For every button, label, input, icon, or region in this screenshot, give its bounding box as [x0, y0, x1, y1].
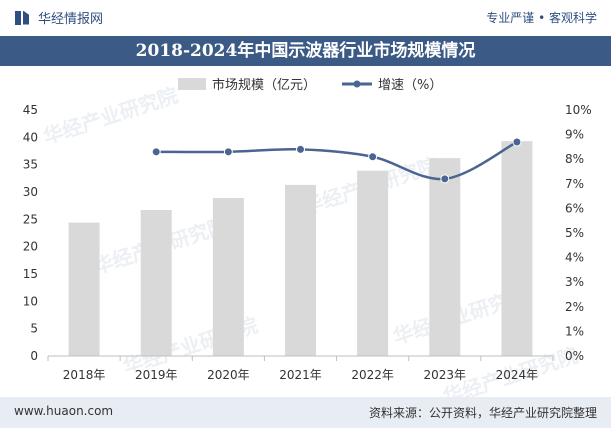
- top-bar: 华经情报网 专业严谨 • 客观科学: [0, 0, 611, 36]
- bar: [212, 198, 244, 356]
- bar: [501, 141, 533, 356]
- growth-point: [151, 147, 161, 157]
- y-right-tick-label: 7%: [565, 177, 584, 191]
- footer: www.huaon.com 资料来源：公开资料，华经产业研究院整理: [0, 397, 611, 428]
- bar: [140, 210, 172, 356]
- legend-bar-swatch: [178, 78, 206, 90]
- y-right-tick-label: 2%: [565, 300, 584, 314]
- y-left-tick-label: 0: [30, 349, 38, 363]
- x-tick-label: 2021年: [279, 368, 322, 382]
- bar: [357, 170, 389, 356]
- y-left-tick-label: 45: [23, 103, 38, 117]
- source-note: 资料来源：公开资料，华经产业研究院整理: [368, 406, 597, 420]
- legend-bar-label: 市场规模（亿元）: [212, 77, 316, 93]
- title-bar: 2018-2024年中国示波器行业市场规模情况: [0, 36, 611, 66]
- x-tick-label: 2023年: [424, 368, 467, 382]
- x-tick-label: 2022年: [351, 368, 394, 382]
- brand-name: 华经情报网: [38, 12, 104, 27]
- growth-point: [223, 147, 233, 157]
- x-tick-label: 2018年: [63, 368, 106, 382]
- bar: [68, 222, 100, 356]
- y-right-tick-label: 10%: [565, 103, 592, 117]
- bar: [429, 158, 461, 356]
- growth-point: [296, 144, 305, 154]
- growth-point: [368, 152, 378, 162]
- y-right-tick-label: 6%: [565, 201, 584, 215]
- y-left-tick-label: 40: [23, 130, 38, 144]
- y-right-tick-label: 4%: [565, 251, 584, 265]
- y-right-tick-label: 0%: [565, 349, 584, 363]
- slogan: 专业严谨 • 客观科学: [486, 11, 597, 25]
- y-right-tick-label: 5%: [565, 226, 584, 240]
- y-left-tick-label: 35: [23, 158, 38, 172]
- growth-line: [156, 140, 518, 181]
- x-tick-label: 2020年: [207, 368, 250, 382]
- x-tick-label: 2024年: [496, 368, 539, 382]
- y-right-tick-label: 3%: [565, 275, 584, 289]
- legend-line-label: 增速（%）: [378, 78, 442, 93]
- bar: [285, 184, 316, 356]
- brand-logo-icon: [14, 9, 32, 27]
- y-left-tick-label: 20: [23, 240, 38, 254]
- y-right-tick-label: 8%: [565, 152, 584, 166]
- y-left-tick-label: 10: [23, 294, 38, 308]
- website: www.huaon.com: [14, 404, 114, 418]
- growth-point: [512, 137, 522, 147]
- y-left-tick-label: 5: [30, 322, 38, 336]
- y-left-tick-label: 25: [23, 212, 38, 226]
- y-left-tick-label: 15: [23, 267, 38, 281]
- x-tick-label: 2019年: [135, 368, 178, 382]
- y-right-tick-label: 1%: [565, 324, 584, 338]
- chart-title: 2018-2024年中国示波器行业市场规模情况: [135, 41, 476, 61]
- legend-line-marker: [353, 80, 361, 88]
- growth-point: [440, 174, 450, 184]
- y-right-tick-label: 9%: [565, 128, 584, 142]
- y-left-tick-label: 30: [23, 185, 38, 199]
- chart-area: 市场规模（亿元） 增速（%） 0 5 10 15 20 25 30 35 40 45 0% 1% 2% 3% 4…: [23, 77, 592, 382]
- brand: 华经情报网: [14, 8, 103, 27]
